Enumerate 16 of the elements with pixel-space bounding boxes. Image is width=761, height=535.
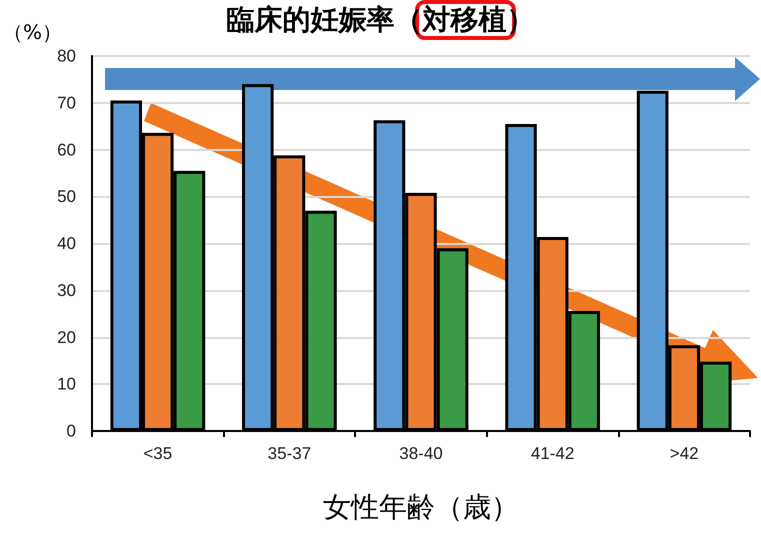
x-tick-label: 38-40 [399, 444, 443, 463]
y-tick-label: 70 [57, 93, 76, 112]
y-tick-label: 40 [57, 234, 76, 253]
y-tick-label: 10 [57, 374, 76, 394]
y-tick-label: 50 [57, 187, 76, 206]
y-tick-label: 60 [57, 140, 76, 160]
x-tick-label: 35-37 [268, 444, 312, 463]
y-tick-label: 0 [66, 422, 76, 440]
y-tick-label: 80 [57, 46, 76, 66]
y-tick-label: 20 [57, 328, 76, 347]
x-tick-label: >42 [670, 444, 699, 463]
x-tick-label: 41-42 [530, 444, 574, 463]
x-tick-label: <35 [143, 444, 172, 463]
y-tick-label: 30 [57, 280, 76, 300]
y-axis-title: （%） [2, 20, 62, 44]
x-axis-title: 女性年齢（歳） [323, 490, 519, 524]
